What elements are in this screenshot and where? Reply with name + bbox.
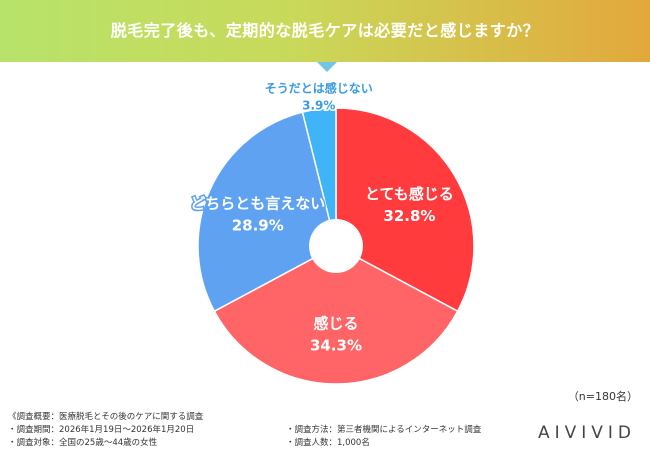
survey-footer: 《調査概要：医療脱毛とその後のケアに関する調査 ・調査期間：2026年1月19日… bbox=[8, 410, 642, 450]
sample-size: （n=180名） bbox=[567, 390, 638, 403]
pie-slice-1 bbox=[335, 107, 475, 313]
brand-logo: AIVIVID bbox=[537, 423, 636, 443]
survey-method: ・調査方法：第三者機関によるインターネット調査 bbox=[286, 425, 482, 435]
slice-label-2: 感じる bbox=[313, 315, 358, 333]
survey-period: ・調査期間：2026年1月19日～2026年1月20日 bbox=[8, 425, 195, 435]
survey-target: ・調査対象：全国の25歳～44歳の女性 bbox=[8, 438, 158, 448]
donut-hole bbox=[309, 219, 363, 273]
header-banner: 脱毛完了後も、定期的な脱毛ケアは必要だと感じますか？ bbox=[0, 0, 650, 62]
pie-slices bbox=[197, 107, 475, 385]
pie-labels: とても感じる 32.8% 感じる 34.3% どちらとも言えない 28.9% そうだとは感じ… bbox=[189, 79, 456, 356]
slice-value-4: 3.9% bbox=[302, 98, 335, 112]
survey-overview: 《調査概要：医療脱毛とその後のケアに関する調査 bbox=[8, 412, 204, 422]
survey-count: ・調査人数：1,000名 bbox=[286, 438, 370, 448]
header-pointer-triangle bbox=[317, 62, 337, 72]
slice-label-1: とても感じる bbox=[365, 185, 454, 203]
pie-slice-2 bbox=[213, 245, 459, 385]
slice-value-3: 28.9% bbox=[232, 216, 284, 234]
slice-value-1: 32.8% bbox=[383, 207, 435, 225]
pie-slice-4 bbox=[301, 107, 337, 247]
slice-value-2: 34.3% bbox=[310, 337, 362, 355]
chart-question-title: 脱毛完了後も、定期的な脱毛ケアは必要だと感じますか？ bbox=[110, 21, 540, 40]
slice-label-4: そうだとは感じない bbox=[265, 80, 373, 95]
pie-slice-3 bbox=[197, 111, 337, 313]
slice-label-3: どちらとも言えない bbox=[190, 194, 325, 212]
